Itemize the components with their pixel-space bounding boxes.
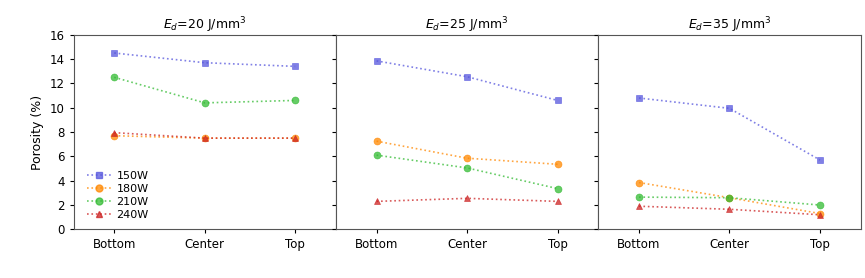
210W	[553, 187, 563, 190]
Line: 210W: 210W	[111, 74, 298, 106]
180W	[200, 136, 210, 140]
180W	[290, 136, 300, 140]
Legend: 150W, 180W, 210W, 240W: 150W, 180W, 210W, 240W	[84, 169, 151, 222]
Y-axis label: Porosity (%): Porosity (%)	[31, 95, 44, 170]
180W	[553, 163, 563, 166]
240W	[200, 136, 210, 140]
150W	[290, 65, 300, 68]
240W	[462, 197, 472, 200]
150W	[462, 75, 472, 78]
Line: 150W: 150W	[111, 49, 298, 70]
240W	[724, 208, 734, 211]
240W	[553, 200, 563, 203]
210W	[371, 153, 381, 157]
Title: $E_d$=35 J/mm$^3$: $E_d$=35 J/mm$^3$	[688, 15, 772, 35]
150W	[371, 59, 381, 63]
150W	[724, 107, 734, 110]
240W	[290, 136, 300, 140]
Line: 210W: 210W	[373, 152, 561, 192]
180W	[724, 196, 734, 199]
180W	[815, 212, 825, 215]
210W	[724, 196, 734, 199]
150W	[109, 51, 119, 55]
210W	[290, 99, 300, 102]
Line: 240W: 240W	[373, 195, 561, 205]
Title: $E_d$=25 J/mm$^3$: $E_d$=25 J/mm$^3$	[426, 15, 509, 35]
240W	[371, 200, 381, 203]
210W	[815, 203, 825, 207]
180W	[462, 157, 472, 160]
210W	[109, 76, 119, 79]
Line: 240W: 240W	[636, 203, 823, 218]
180W	[634, 181, 644, 184]
150W	[553, 99, 563, 102]
Line: 240W: 240W	[111, 129, 298, 142]
180W	[109, 134, 119, 137]
Line: 150W: 150W	[636, 95, 823, 163]
210W	[462, 166, 472, 170]
Line: 180W: 180W	[111, 132, 298, 142]
Line: 180W: 180W	[636, 179, 823, 217]
Line: 210W: 210W	[636, 194, 823, 208]
240W	[109, 131, 119, 134]
Title: $E_d$=20 J/mm$^3$: $E_d$=20 J/mm$^3$	[163, 15, 247, 35]
210W	[634, 195, 644, 199]
Line: 150W: 150W	[373, 58, 561, 104]
180W	[371, 140, 381, 143]
150W	[634, 96, 644, 100]
Line: 180W: 180W	[373, 138, 561, 168]
150W	[815, 158, 825, 162]
240W	[634, 205, 644, 208]
240W	[815, 213, 825, 216]
210W	[200, 101, 210, 105]
150W	[200, 61, 210, 64]
